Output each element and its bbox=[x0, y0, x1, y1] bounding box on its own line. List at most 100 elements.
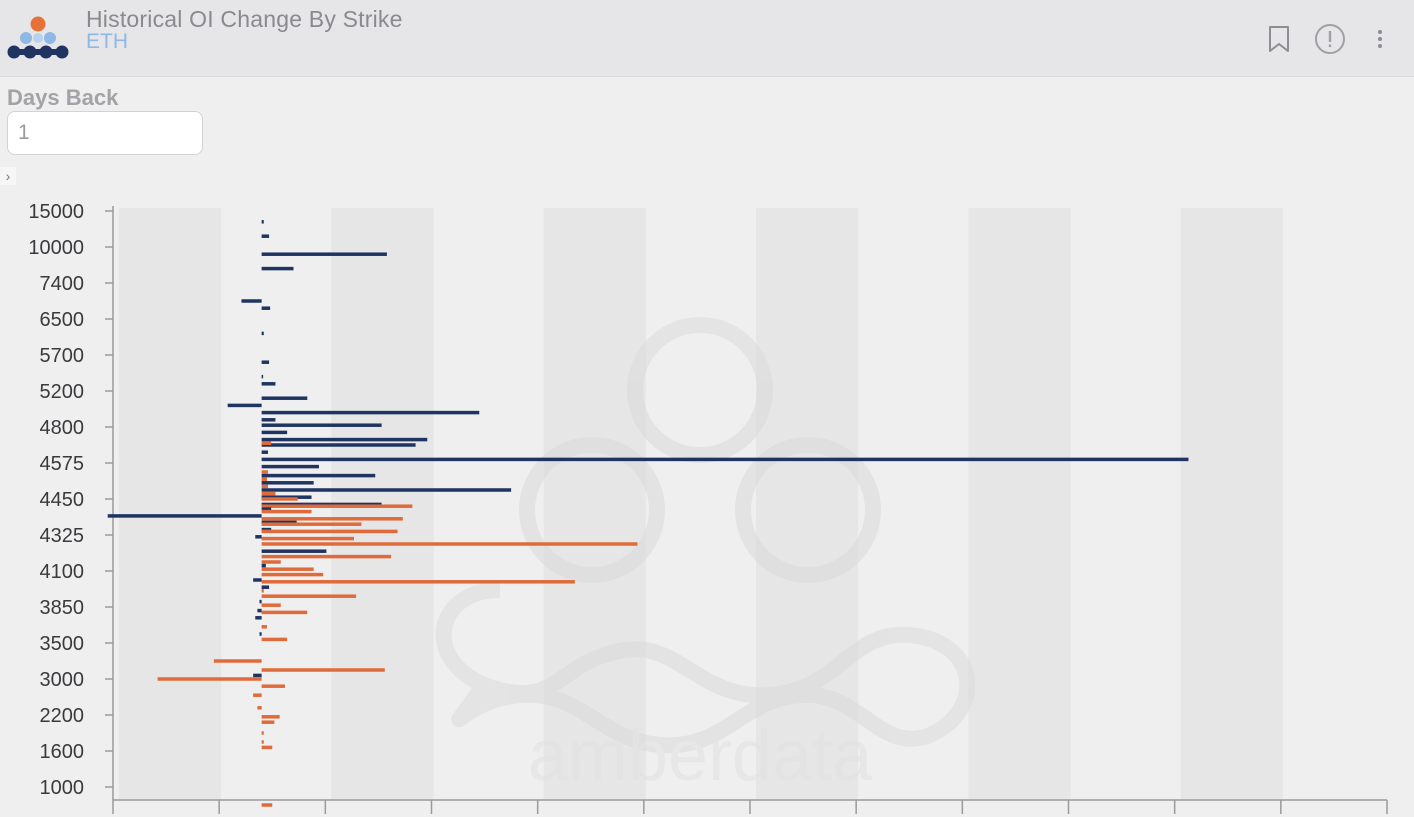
bar-calls[interactable] bbox=[227, 403, 262, 408]
bar-calls[interactable] bbox=[261, 410, 480, 415]
bar-calls[interactable] bbox=[261, 430, 288, 435]
bar-puts[interactable] bbox=[261, 529, 398, 534]
bar-calls[interactable] bbox=[261, 585, 270, 589]
y-tick-label: 1000 bbox=[40, 777, 85, 799]
bar-calls[interactable] bbox=[253, 578, 262, 582]
bar-calls[interactable] bbox=[261, 450, 269, 454]
bar-calls[interactable] bbox=[259, 599, 262, 604]
bar-calls[interactable] bbox=[261, 495, 312, 499]
grid-band bbox=[1180, 208, 1283, 800]
bar-calls[interactable] bbox=[261, 527, 272, 532]
bar-puts[interactable] bbox=[253, 693, 262, 697]
y-tick-label: 5700 bbox=[40, 345, 85, 367]
bar-calls[interactable] bbox=[261, 520, 297, 525]
bar-puts[interactable] bbox=[261, 509, 312, 514]
bar-calls[interactable] bbox=[255, 535, 262, 539]
bar-calls[interactable] bbox=[261, 423, 382, 427]
bar-puts[interactable] bbox=[257, 706, 262, 710]
bar-calls[interactable] bbox=[261, 374, 264, 379]
bar-puts[interactable] bbox=[261, 731, 264, 735]
y-tick-label: 5200 bbox=[40, 381, 85, 403]
bar-calls[interactable] bbox=[261, 502, 382, 507]
y-tick-label: 10000 bbox=[28, 237, 84, 259]
watermark-logo: amberdata bbox=[435, 317, 976, 796]
bar-calls[interactable] bbox=[261, 396, 308, 400]
bar-calls[interactable] bbox=[261, 331, 264, 336]
bar-puts[interactable] bbox=[261, 554, 392, 559]
bar-calls[interactable] bbox=[261, 443, 416, 447]
bar-calls[interactable] bbox=[241, 299, 262, 303]
y-tick-label: 3000 bbox=[40, 669, 85, 691]
bar-puts[interactable] bbox=[261, 504, 413, 508]
y-tick-label: 4450 bbox=[40, 489, 85, 511]
bar-calls[interactable] bbox=[261, 488, 512, 492]
bar-puts[interactable] bbox=[261, 522, 362, 526]
bar-puts[interactable] bbox=[261, 668, 385, 672]
bar-puts[interactable] bbox=[261, 491, 276, 496]
grid-band bbox=[968, 208, 1071, 800]
bar-calls[interactable] bbox=[261, 360, 270, 364]
bar-puts[interactable] bbox=[261, 441, 272, 445]
bar-calls[interactable] bbox=[259, 632, 262, 636]
bar-puts[interactable] bbox=[261, 484, 269, 489]
bar-calls[interactable] bbox=[261, 418, 276, 422]
watermark-text: amberdata bbox=[528, 716, 873, 796]
bar-calls[interactable] bbox=[261, 252, 387, 256]
chart-title: Historical OI Change By Strike bbox=[86, 6, 403, 32]
days-back-label: Days Back bbox=[7, 85, 119, 110]
bar-calls[interactable] bbox=[261, 234, 270, 238]
bar-puts[interactable] bbox=[261, 715, 280, 719]
bar-puts[interactable] bbox=[261, 580, 575, 584]
bar-calls[interactable] bbox=[261, 220, 264, 224]
y-tick-label: 3500 bbox=[40, 633, 85, 655]
bar-calls[interactable] bbox=[261, 563, 266, 568]
bar-calls[interactable] bbox=[253, 673, 262, 678]
bar-puts[interactable] bbox=[157, 677, 262, 681]
bar-puts[interactable] bbox=[261, 603, 281, 607]
bar-calls[interactable] bbox=[261, 457, 1189, 462]
amberdata-logo-icon bbox=[7, 16, 69, 59]
bar-puts[interactable] bbox=[261, 610, 308, 615]
bar-calls[interactable] bbox=[261, 437, 428, 442]
bar-puts[interactable] bbox=[261, 470, 269, 474]
bar-puts[interactable] bbox=[261, 745, 273, 750]
chevron-right-icon[interactable]: › bbox=[0, 167, 16, 185]
bar-puts[interactable] bbox=[213, 659, 262, 663]
bar-calls[interactable] bbox=[255, 616, 262, 620]
bar-puts[interactable] bbox=[261, 517, 403, 521]
bar-puts[interactable] bbox=[261, 477, 267, 481]
bar-puts[interactable] bbox=[261, 803, 273, 807]
bookmark-icon[interactable] bbox=[1264, 24, 1294, 54]
bar-calls[interactable] bbox=[261, 464, 319, 469]
bar-calls[interactable] bbox=[261, 507, 272, 511]
grid-band bbox=[119, 208, 222, 800]
bar-puts[interactable] bbox=[261, 594, 357, 598]
y-tick-label: 4325 bbox=[40, 525, 85, 547]
more-vertical-icon[interactable] bbox=[1370, 24, 1390, 54]
y-tick-label: 6500 bbox=[40, 309, 85, 331]
bar-calls[interactable] bbox=[261, 306, 271, 310]
bar-puts[interactable] bbox=[261, 542, 638, 546]
bar-puts[interactable] bbox=[261, 684, 285, 688]
bar-calls[interactable] bbox=[261, 266, 294, 271]
bar-calls[interactable] bbox=[261, 481, 314, 485]
bar-calls[interactable] bbox=[261, 382, 276, 386]
bar-puts[interactable] bbox=[261, 740, 264, 744]
bar-puts[interactable] bbox=[261, 589, 264, 593]
bar-puts[interactable] bbox=[261, 637, 288, 642]
bar-calls[interactable] bbox=[261, 473, 376, 478]
bar-puts[interactable] bbox=[261, 720, 275, 724]
info-icon[interactable] bbox=[1314, 23, 1346, 55]
y-tick-label: 4100 bbox=[40, 561, 85, 583]
bar-puts[interactable] bbox=[261, 572, 324, 577]
bar-calls[interactable] bbox=[107, 514, 262, 518]
bar-puts[interactable] bbox=[261, 625, 267, 629]
days-back-input[interactable] bbox=[7, 111, 203, 155]
bar-calls[interactable] bbox=[261, 549, 327, 553]
bar-puts[interactable] bbox=[261, 560, 281, 564]
bar-calls[interactable] bbox=[257, 608, 262, 613]
bar-puts[interactable] bbox=[261, 567, 314, 571]
widget-header: Historical OI Change By Strike ETH bbox=[0, 0, 1414, 77]
bar-puts[interactable] bbox=[261, 497, 298, 501]
bar-puts[interactable] bbox=[261, 536, 354, 541]
